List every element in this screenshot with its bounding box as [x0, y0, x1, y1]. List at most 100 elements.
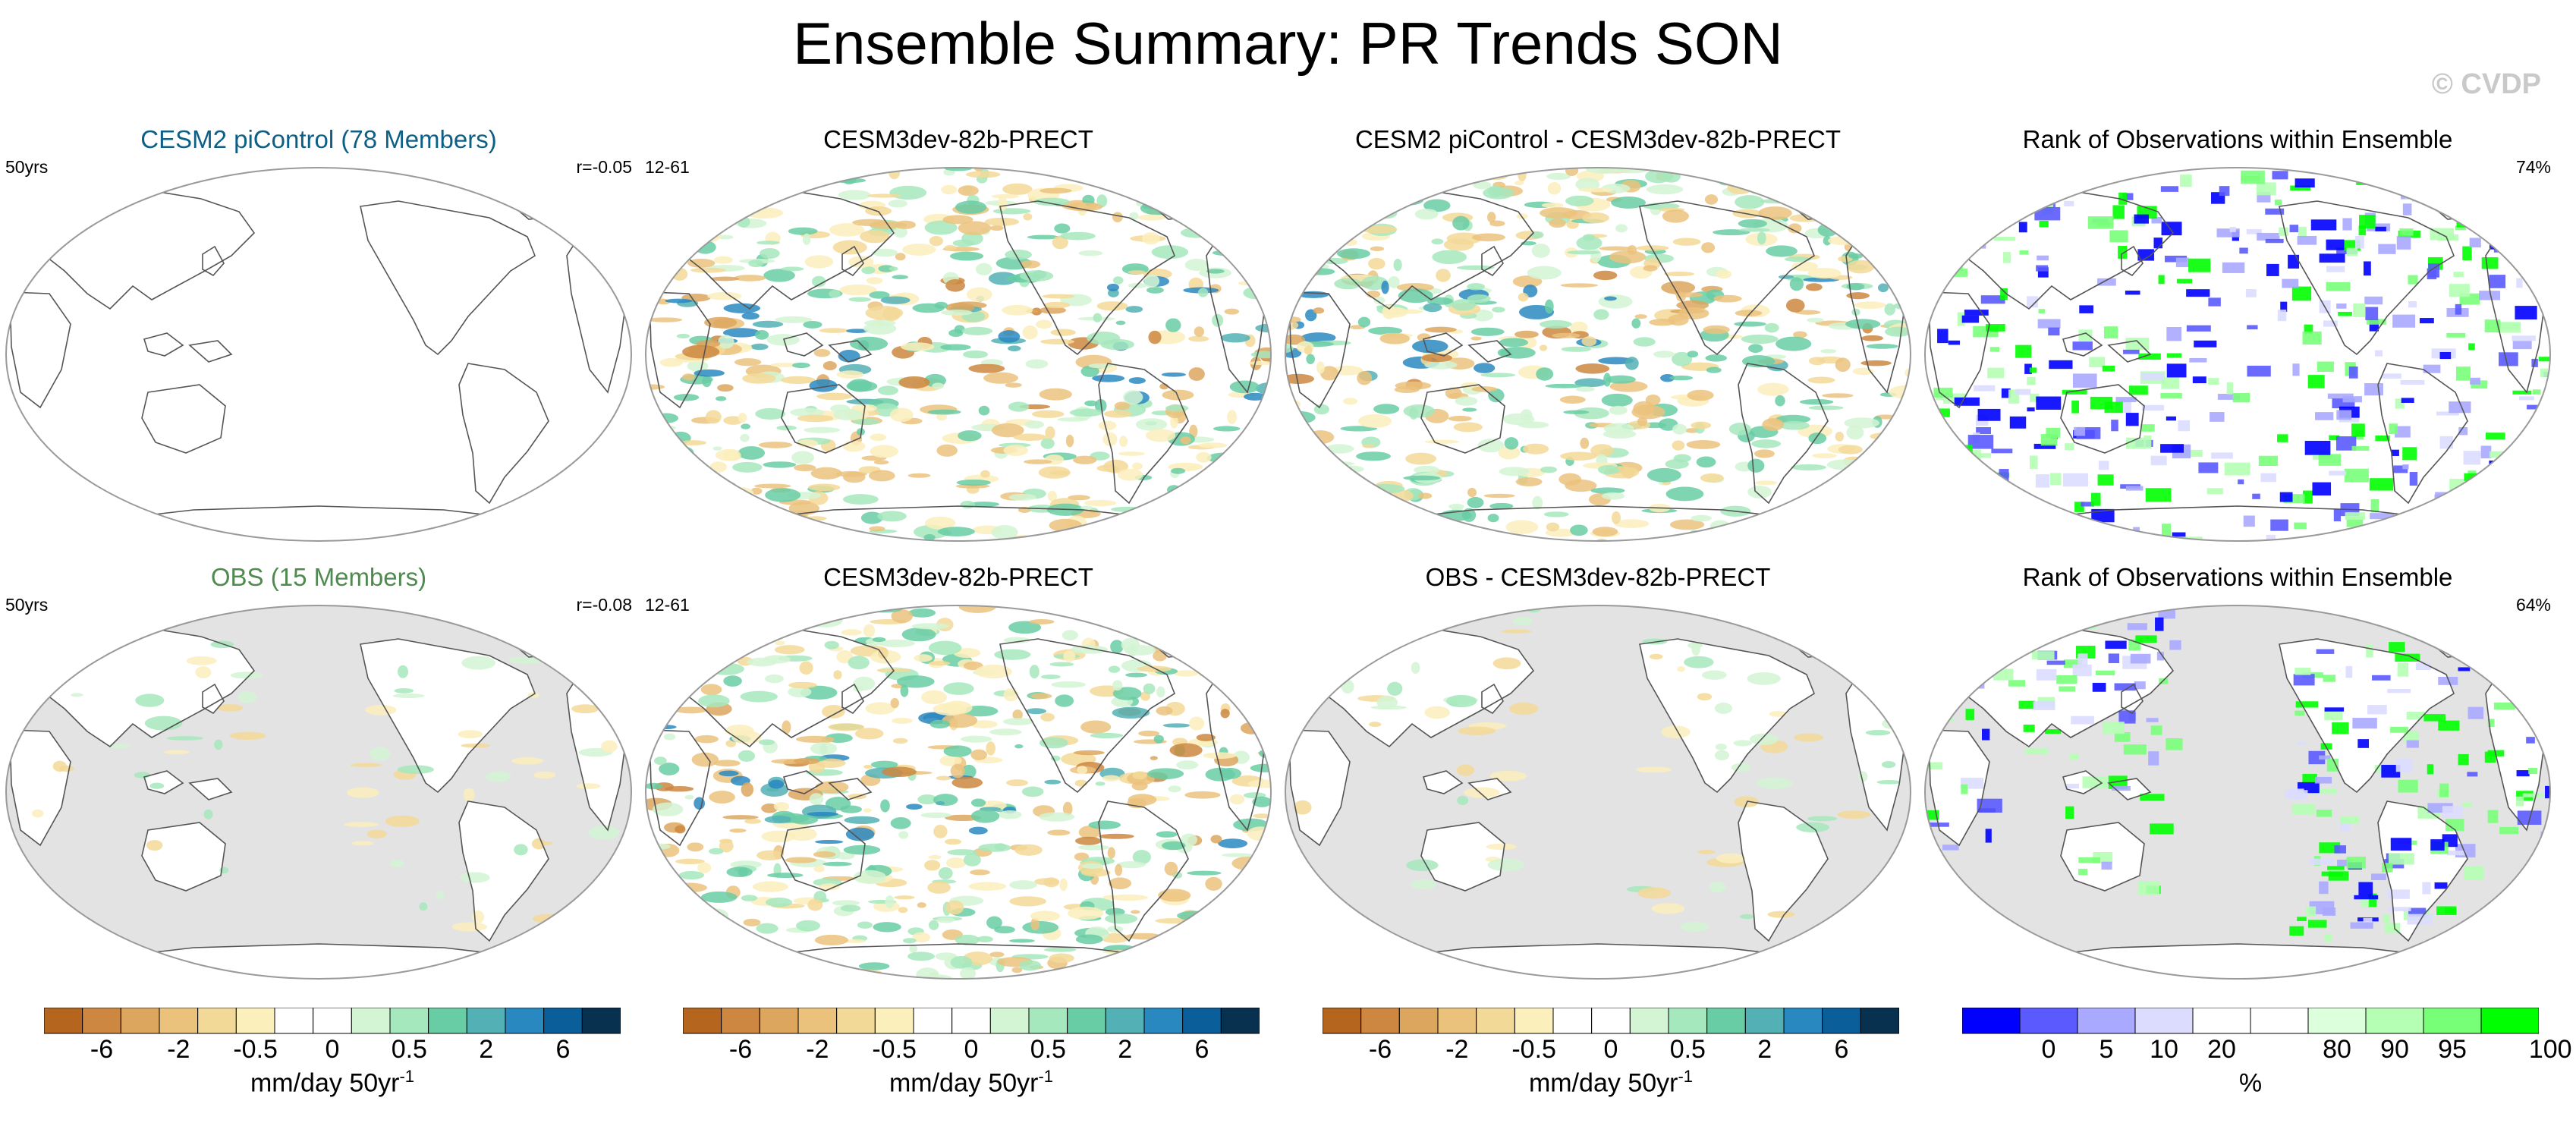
- field-cell: [1117, 468, 1143, 481]
- field-cell: [1876, 780, 1901, 785]
- field-cell: [1895, 284, 1911, 295]
- field-cell: [1782, 534, 1792, 539]
- field-cell: [2291, 804, 2315, 815]
- field-cell: [1709, 881, 1726, 893]
- field-cell: [2346, 247, 2358, 256]
- field-cell: [1500, 629, 1532, 634]
- field-cell: [2103, 326, 2118, 339]
- field-cell: [1262, 958, 1271, 967]
- field-cell: [1285, 536, 1313, 541]
- field-cell: [1131, 781, 1148, 791]
- field-cell: [646, 909, 671, 918]
- field-cell: [970, 809, 1000, 823]
- field-cell: [940, 344, 971, 351]
- field-cell: [1211, 168, 1223, 181]
- field-cell: [765, 674, 784, 684]
- field-cell: [2439, 783, 2449, 797]
- field-cell: [1187, 502, 1217, 512]
- field-cell: [1798, 527, 1818, 535]
- field-cell: [646, 443, 656, 451]
- field-cell: [2049, 541, 2071, 552]
- field-cell: [1505, 520, 1539, 534]
- field-cell: [2398, 779, 2418, 793]
- field-cell: [690, 267, 727, 273]
- field-cell: [1205, 214, 1239, 225]
- field-cell: [1260, 665, 1271, 675]
- colorbar-swatch: [1437, 1008, 1477, 1034]
- field-cell: [1373, 296, 1386, 304]
- field-cell: [935, 952, 958, 961]
- field-cell: [1560, 283, 1599, 288]
- field-cell: [1250, 683, 1271, 697]
- field-cell: [1163, 933, 1175, 942]
- field-cell: [814, 839, 844, 844]
- colorbar-trend-1: mm/day 50yr-1 -6 -2 -0.5 0 0.5 2 6: [44, 1008, 621, 1114]
- field-cell: [966, 287, 992, 302]
- colorbar-swatch: [874, 1008, 914, 1034]
- field-cell: [2008, 625, 2019, 640]
- coastline: [1738, 800, 1829, 942]
- field-cell: [1306, 354, 1315, 364]
- field-cell: [1003, 445, 1029, 457]
- figure-title: Ensemble Summary: PR Trends SON: [793, 10, 1783, 77]
- panel-right-label: r=-0.08: [576, 595, 632, 615]
- field-cell: [943, 745, 972, 757]
- field-cell: [2014, 502, 2040, 514]
- field-cell: [2032, 651, 2055, 660]
- field-cell: [961, 326, 993, 335]
- field-cell: [694, 369, 725, 377]
- field-cell: [1789, 277, 1804, 291]
- field-cell: [797, 414, 834, 423]
- field-cell: [895, 220, 916, 229]
- field-cell: [684, 462, 699, 474]
- field-cell: [832, 900, 860, 906]
- field-cell: [698, 694, 730, 708]
- field-cell: [2469, 237, 2481, 248]
- field-cell: [1961, 784, 1968, 794]
- field-cell: [1171, 467, 1186, 474]
- coastline: [841, 245, 864, 277]
- field-cell: [2027, 376, 2036, 385]
- colorbar-swatch: [683, 1008, 722, 1034]
- field-cell: [2538, 697, 2550, 708]
- field-cell: [855, 728, 884, 740]
- field-cell: [1415, 181, 1437, 194]
- colorbar-swatch: [1744, 1008, 1785, 1034]
- field-cell: [1214, 498, 1231, 507]
- field-cell: [917, 794, 938, 805]
- field-cell: [895, 253, 906, 261]
- field-cell: [800, 605, 810, 610]
- coastline: [1467, 340, 1512, 363]
- field-cell: [740, 690, 778, 703]
- field-cell: [2062, 473, 2089, 487]
- field-cell: [888, 200, 907, 208]
- field-cell: [2515, 205, 2532, 215]
- field-cell: [1672, 423, 1687, 435]
- coastline: [1738, 363, 1829, 505]
- field-cell: [184, 609, 206, 618]
- field-cell: [612, 703, 631, 711]
- field-cell: [1888, 483, 1911, 493]
- field-cell: [652, 168, 673, 175]
- field-cell: [1184, 921, 1216, 927]
- map-border: [645, 605, 1272, 980]
- field-cell: [2175, 257, 2189, 268]
- field-cell: [1409, 407, 1418, 420]
- field-cell: [1221, 954, 1258, 962]
- field-cell: [1285, 436, 1300, 443]
- field-cell: [1997, 511, 2022, 520]
- field-cell: [2402, 203, 2412, 215]
- field-cell: [1967, 435, 1994, 449]
- field-cell: [1431, 238, 1444, 245]
- field-cell: [767, 973, 791, 979]
- field-cell: [2512, 335, 2536, 341]
- field-cell: [936, 413, 948, 421]
- field-cell: [2534, 231, 2547, 237]
- field-cell: [397, 765, 434, 774]
- field-cell: [682, 235, 699, 241]
- field-cell: [734, 358, 762, 366]
- field-cell: [880, 296, 911, 304]
- field-cell: [2303, 490, 2313, 504]
- field-cell: [2065, 443, 2074, 451]
- field-cell: [2019, 250, 2029, 255]
